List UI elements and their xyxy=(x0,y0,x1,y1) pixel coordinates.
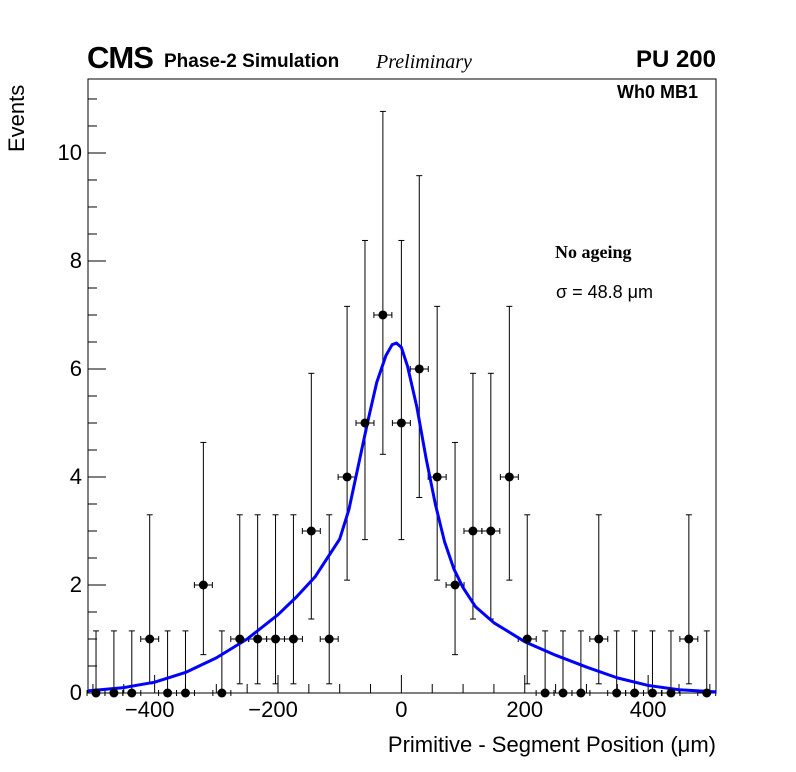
data-point xyxy=(91,688,101,698)
data-point xyxy=(594,634,604,644)
data-point xyxy=(378,310,388,320)
cms-label: CMS xyxy=(87,40,154,75)
simulation-label: Phase-2 Simulation xyxy=(164,51,340,72)
data-point xyxy=(414,364,424,374)
data-point xyxy=(504,472,514,482)
data-point xyxy=(432,472,442,482)
data-point xyxy=(163,688,173,698)
x-tick-label: 0 xyxy=(395,697,408,722)
data-point xyxy=(450,580,460,590)
data-point xyxy=(145,634,155,644)
data-point xyxy=(324,634,334,644)
data-point xyxy=(558,688,568,698)
y-tick-label: 8 xyxy=(69,247,82,273)
x-tick-label: −400 xyxy=(124,697,175,722)
x-axis-title: Primitive - Segment Position (μm) xyxy=(387,732,716,757)
data-point xyxy=(684,634,694,644)
data-point xyxy=(235,634,245,644)
data-point xyxy=(540,688,550,698)
data-point xyxy=(666,688,676,698)
x-tick-label: −200 xyxy=(248,697,298,722)
data-point xyxy=(396,418,406,428)
data-point xyxy=(468,526,478,536)
data-point xyxy=(217,688,227,698)
data-point xyxy=(576,688,586,698)
data-point xyxy=(612,688,622,698)
data-point xyxy=(486,526,496,536)
data-point xyxy=(360,418,370,428)
data-point xyxy=(127,688,137,698)
y-tick-label: 4 xyxy=(69,463,82,489)
data-point xyxy=(522,634,532,644)
y-tick-label: 10 xyxy=(57,139,82,165)
data-point xyxy=(253,634,263,644)
ageing-label: No ageing xyxy=(555,242,632,262)
y-tick-label: 2 xyxy=(69,571,82,597)
data-point xyxy=(306,526,316,536)
data-point xyxy=(647,688,657,698)
pileup-label: PU 200 xyxy=(635,46,716,73)
preliminary-label: Preliminary xyxy=(376,51,472,73)
data-point xyxy=(180,688,190,698)
y-axis-title: Events xyxy=(4,84,29,152)
data-point xyxy=(109,688,119,698)
data-point xyxy=(630,688,640,698)
x-tick-label: 200 xyxy=(506,697,544,722)
y-tick-label: 0 xyxy=(69,680,82,705)
data-point xyxy=(342,472,352,482)
region-label: Wh0 MB1 xyxy=(617,82,698,102)
data-point xyxy=(702,688,712,698)
data-point xyxy=(288,634,298,644)
sigma-label: σ = 48.8 μm xyxy=(556,282,654,302)
plot-frame xyxy=(87,78,717,694)
x-tick-label: 400 xyxy=(629,697,667,722)
fit-curve xyxy=(87,341,717,694)
data-point xyxy=(198,580,208,590)
y-tick-label: 6 xyxy=(69,355,82,381)
data-point xyxy=(271,634,281,644)
